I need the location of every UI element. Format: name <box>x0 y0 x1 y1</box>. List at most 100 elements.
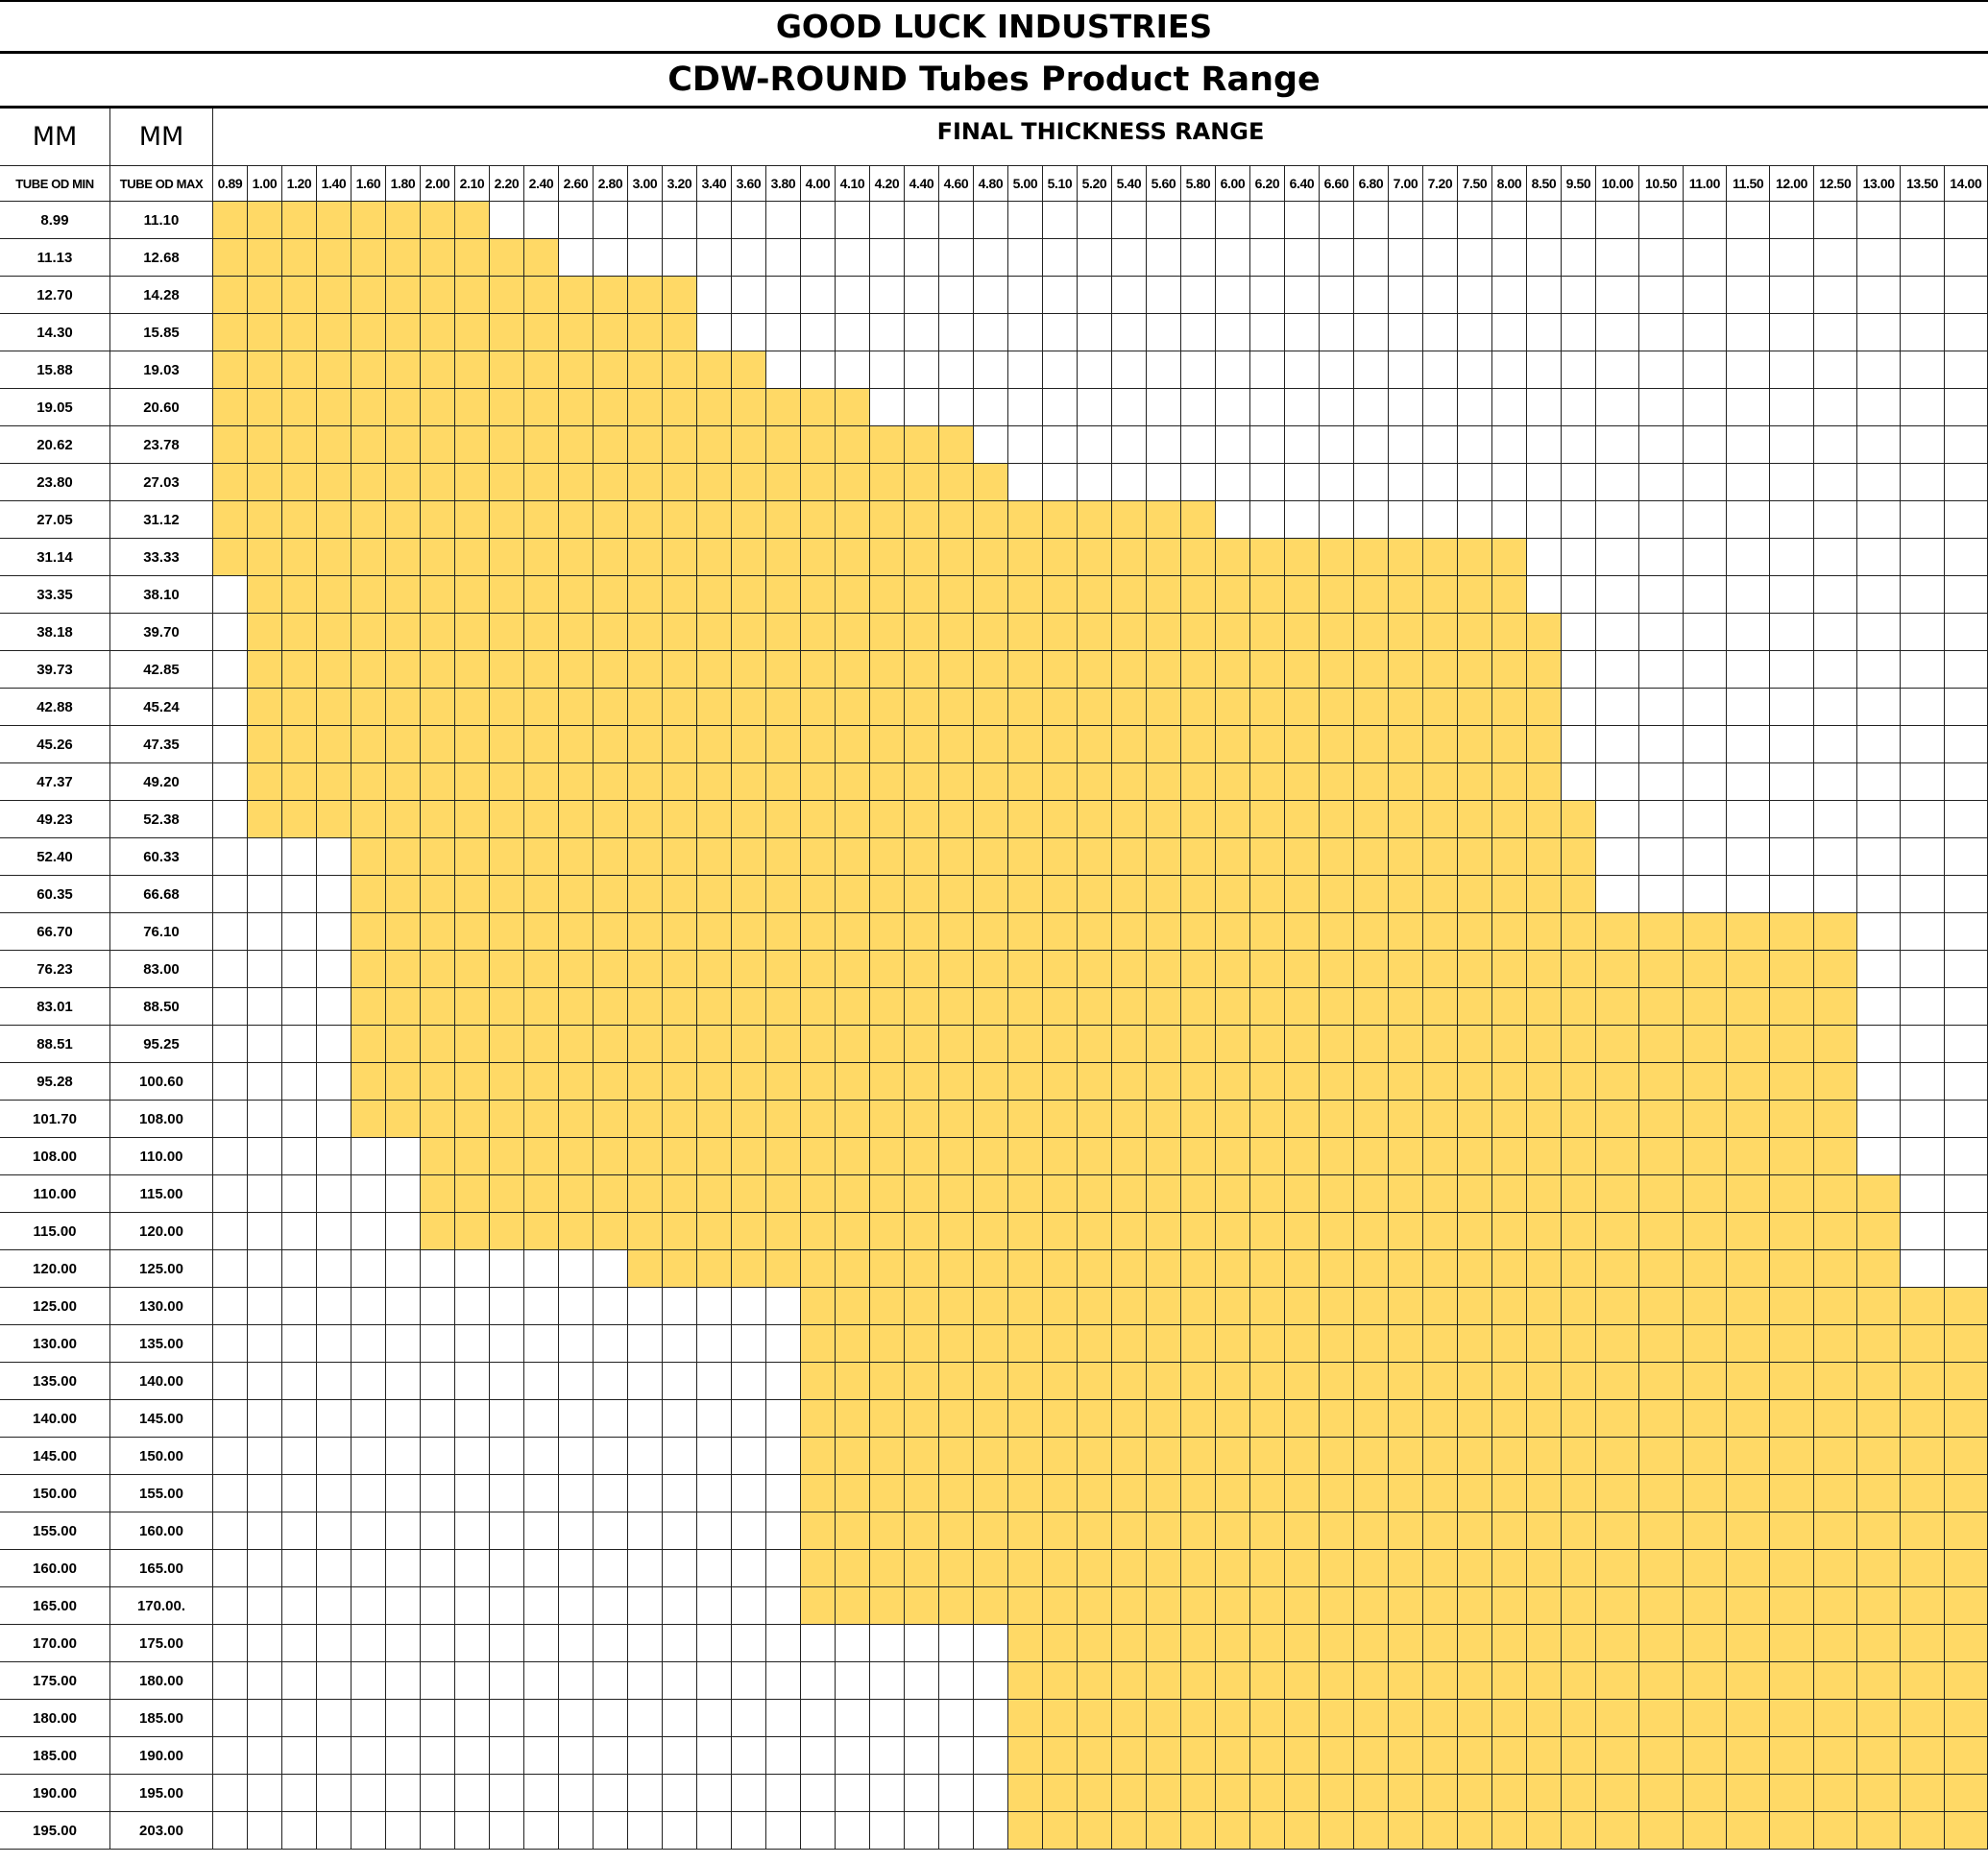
empty-cell <box>870 1775 905 1812</box>
available-cell <box>594 689 628 726</box>
available-cell <box>905 1438 939 1475</box>
available-cell <box>836 1250 870 1288</box>
available-cell <box>524 876 559 913</box>
available-cell <box>1423 1662 1458 1700</box>
available-cell <box>559 1213 594 1250</box>
available-cell <box>1639 1363 1684 1400</box>
empty-cell <box>594 202 628 239</box>
available-cell <box>732 951 766 988</box>
available-cell <box>1181 1550 1216 1587</box>
available-cell <box>1813 1213 1857 1250</box>
od-min: 88.51 <box>0 1026 110 1063</box>
available-cell <box>1458 1400 1492 1438</box>
od-max: 52.38 <box>110 801 213 838</box>
available-cell <box>1147 1625 1181 1662</box>
available-cell <box>490 838 524 876</box>
available-cell <box>352 951 386 988</box>
empty-cell <box>213 1026 248 1063</box>
available-cell <box>1112 913 1147 951</box>
available-cell <box>1320 1101 1354 1138</box>
available-cell <box>1639 1175 1684 1213</box>
available-cell <box>801 389 836 426</box>
available-cell <box>1320 651 1354 689</box>
available-cell <box>524 501 559 539</box>
available-cell <box>559 1026 594 1063</box>
available-cell <box>974 464 1008 501</box>
available-cell <box>1770 1812 1814 1850</box>
empty-cell <box>836 1662 870 1700</box>
available-cell <box>524 614 559 651</box>
available-cell <box>1492 1662 1527 1700</box>
available-cell <box>1008 1101 1043 1138</box>
available-cell <box>1492 1213 1527 1250</box>
empty-cell <box>1857 951 1902 988</box>
empty-cell <box>628 1363 663 1400</box>
unit-label: MM <box>110 109 213 166</box>
available-cell <box>1112 1175 1147 1213</box>
available-cell <box>836 464 870 501</box>
available-cell <box>352 426 386 464</box>
available-cell <box>870 1250 905 1288</box>
empty-cell <box>282 951 317 988</box>
available-cell <box>1683 1325 1727 1363</box>
available-cell <box>1112 838 1147 876</box>
available-cell <box>213 389 248 426</box>
available-cell <box>628 1175 663 1213</box>
available-cell <box>1639 1250 1684 1288</box>
empty-cell <box>317 1250 352 1288</box>
available-cell <box>1147 1512 1181 1550</box>
empty-cell <box>1901 1026 1945 1063</box>
od-min: 130.00 <box>0 1325 110 1363</box>
available-cell <box>1596 1812 1640 1850</box>
empty-cell <box>1944 1250 1988 1288</box>
available-cell <box>1043 1812 1078 1850</box>
available-cell <box>1683 1775 1727 1812</box>
empty-cell <box>870 239 905 277</box>
available-cell <box>663 314 697 351</box>
available-cell <box>1683 1063 1727 1101</box>
available-cell <box>386 651 421 689</box>
available-cell <box>1285 838 1320 876</box>
available-cell <box>352 913 386 951</box>
available-cell <box>1423 1775 1458 1812</box>
thickness-header: 5.00 <box>1008 166 1043 202</box>
empty-cell <box>559 1662 594 1700</box>
empty-cell <box>1944 1063 1988 1101</box>
empty-cell <box>282 838 317 876</box>
available-cell <box>1901 1775 1945 1812</box>
available-cell <box>732 464 766 501</box>
empty-cell <box>490 1250 524 1288</box>
empty-cell <box>317 1175 352 1213</box>
available-cell <box>905 1213 939 1250</box>
available-cell <box>628 876 663 913</box>
empty-cell <box>1562 614 1596 651</box>
available-cell <box>1320 1138 1354 1175</box>
available-cell <box>1285 951 1320 988</box>
empty-cell <box>1944 501 1988 539</box>
available-cell <box>594 988 628 1026</box>
available-cell <box>836 1550 870 1587</box>
title: GOOD LUCK INDUSTRIES <box>0 0 1988 54</box>
empty-cell <box>1639 576 1684 614</box>
empty-cell <box>870 1737 905 1775</box>
available-cell <box>939 838 974 876</box>
empty-cell <box>1639 539 1684 576</box>
od-min: 170.00 <box>0 1625 110 1662</box>
available-cell <box>421 1175 455 1213</box>
empty-cell <box>1320 389 1354 426</box>
available-cell <box>1458 1475 1492 1512</box>
available-cell <box>1944 1325 1988 1363</box>
available-cell <box>1008 1475 1043 1512</box>
available-cell <box>1596 1138 1640 1175</box>
empty-cell <box>213 1775 248 1812</box>
available-cell <box>1458 1026 1492 1063</box>
available-cell <box>766 689 801 726</box>
empty-cell <box>836 1700 870 1737</box>
empty-cell <box>1043 314 1078 351</box>
available-cell <box>1423 1512 1458 1550</box>
available-cell <box>1423 1400 1458 1438</box>
available-cell <box>1147 1775 1181 1812</box>
empty-cell <box>317 1662 352 1700</box>
available-cell <box>1458 726 1492 763</box>
empty-cell <box>559 202 594 239</box>
